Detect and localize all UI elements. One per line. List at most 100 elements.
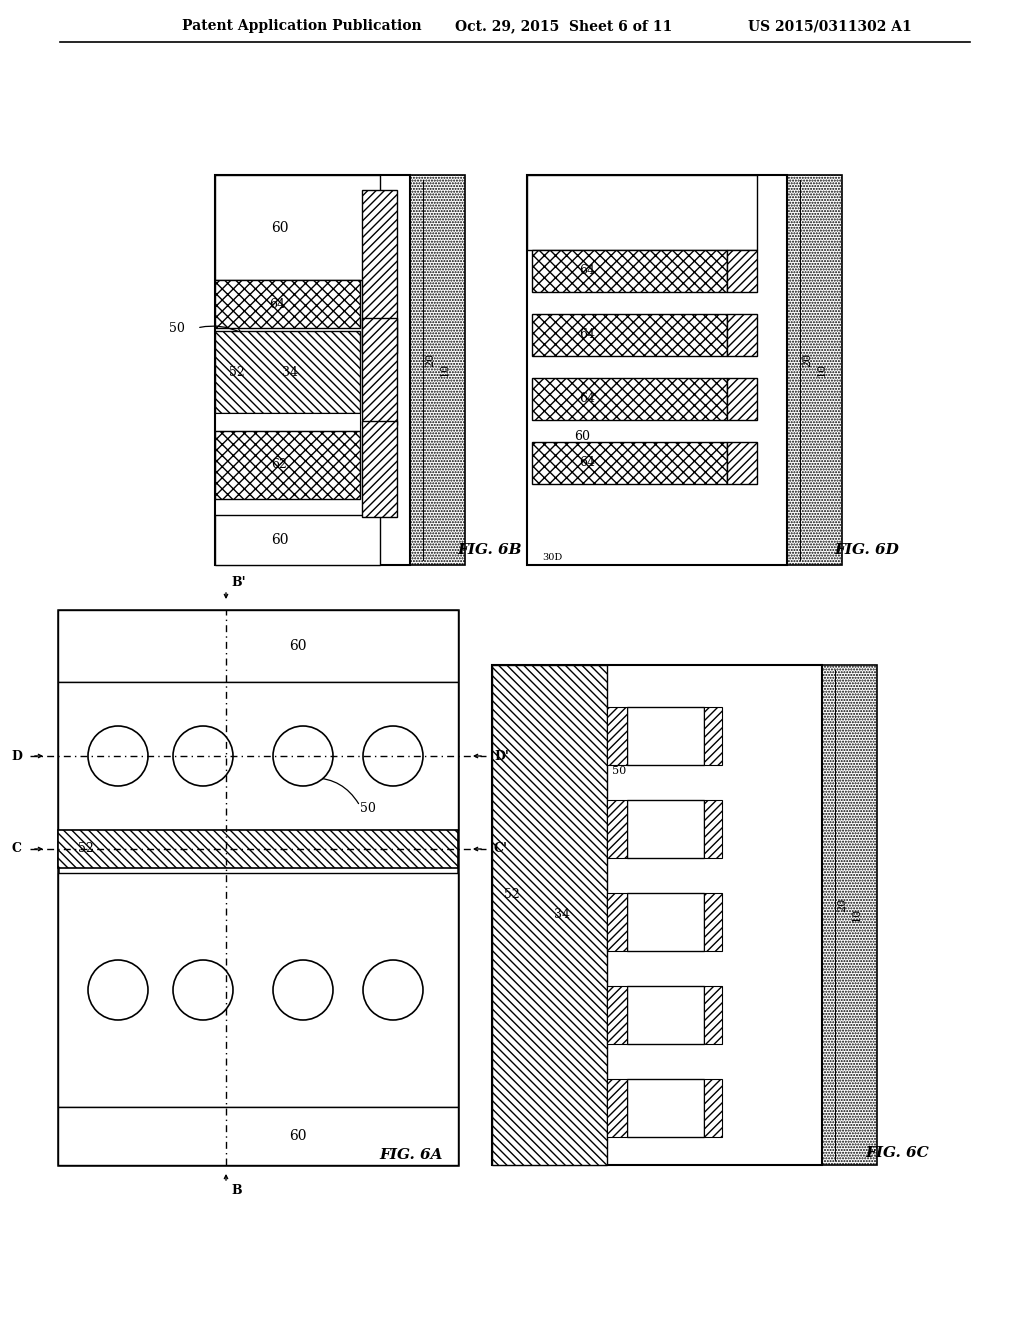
Text: FIG. 6C: FIG. 6C xyxy=(865,1146,929,1160)
Text: Patent Application Publication: Patent Application Publication xyxy=(182,18,422,33)
Text: 30D: 30D xyxy=(375,261,384,282)
Bar xyxy=(705,708,722,766)
Text: 20: 20 xyxy=(802,352,812,367)
Bar xyxy=(215,331,360,413)
Bar xyxy=(705,1078,722,1137)
Text: 64: 64 xyxy=(579,392,595,405)
Text: 30S: 30S xyxy=(375,459,384,479)
Circle shape xyxy=(273,960,333,1020)
Bar xyxy=(215,413,360,432)
Bar xyxy=(58,830,458,869)
Text: 34: 34 xyxy=(554,908,570,921)
Bar xyxy=(727,442,757,484)
Text: US 2015/0311302 A1: US 2015/0311302 A1 xyxy=(748,18,911,33)
Bar xyxy=(532,378,727,420)
Bar xyxy=(705,894,722,950)
Text: 60: 60 xyxy=(574,429,590,442)
Bar xyxy=(215,176,410,565)
Circle shape xyxy=(273,726,333,785)
Bar xyxy=(362,421,397,517)
Text: 50: 50 xyxy=(612,766,627,776)
Text: 50: 50 xyxy=(360,801,376,814)
Bar xyxy=(492,665,822,1166)
Text: 20: 20 xyxy=(837,898,847,912)
Bar xyxy=(527,176,757,249)
Text: 64: 64 xyxy=(269,297,285,310)
Text: 64: 64 xyxy=(579,457,595,470)
Text: 62: 62 xyxy=(195,983,211,997)
Text: 60: 60 xyxy=(289,1129,307,1143)
Text: 60: 60 xyxy=(289,639,307,653)
Bar xyxy=(58,610,458,682)
Text: 52: 52 xyxy=(229,366,245,379)
Circle shape xyxy=(173,726,233,785)
Text: D: D xyxy=(11,750,22,763)
Bar xyxy=(705,800,722,858)
Bar xyxy=(627,986,705,1044)
Text: 30B: 30B xyxy=(375,362,384,381)
Text: Oct. 29, 2015  Sheet 6 of 11: Oct. 29, 2015 Sheet 6 of 11 xyxy=(455,18,672,33)
Text: C: C xyxy=(12,842,22,855)
Bar xyxy=(607,708,627,766)
Bar xyxy=(362,318,397,425)
Text: 30D: 30D xyxy=(542,553,562,561)
Bar xyxy=(58,682,458,830)
Bar xyxy=(527,176,787,565)
Bar xyxy=(58,1107,458,1166)
Circle shape xyxy=(88,960,148,1020)
Circle shape xyxy=(362,726,423,785)
Text: 10: 10 xyxy=(852,908,862,923)
Bar xyxy=(362,190,397,352)
Bar xyxy=(215,176,380,280)
Text: C': C' xyxy=(494,842,508,855)
Bar xyxy=(532,442,727,484)
Circle shape xyxy=(88,726,148,785)
Bar xyxy=(607,986,627,1044)
Bar xyxy=(410,176,465,565)
Circle shape xyxy=(173,960,233,1020)
Text: B': B' xyxy=(231,576,246,589)
Text: 60: 60 xyxy=(271,220,289,235)
Text: 64: 64 xyxy=(385,750,401,763)
Text: 64: 64 xyxy=(110,750,126,763)
Text: FIG. 6D: FIG. 6D xyxy=(835,543,899,557)
Text: FIG. 6A: FIG. 6A xyxy=(380,1148,443,1162)
Bar xyxy=(727,378,757,420)
Text: 20: 20 xyxy=(425,352,435,367)
Text: 50: 50 xyxy=(169,322,185,334)
Bar xyxy=(627,1078,705,1137)
Bar xyxy=(215,432,360,499)
Text: 64: 64 xyxy=(295,750,311,763)
Text: 52: 52 xyxy=(504,888,520,902)
Bar xyxy=(215,515,380,565)
Bar xyxy=(492,665,607,1166)
Text: 10: 10 xyxy=(440,363,450,378)
Text: 64: 64 xyxy=(195,750,211,763)
Bar xyxy=(607,800,627,858)
Bar xyxy=(627,800,705,858)
Text: 30B: 30B xyxy=(632,820,651,829)
Text: 62: 62 xyxy=(295,983,311,997)
Bar xyxy=(787,176,842,565)
Bar xyxy=(705,986,722,1044)
Bar xyxy=(532,249,727,292)
Bar xyxy=(627,894,705,950)
Text: 64: 64 xyxy=(579,329,595,342)
Bar xyxy=(627,708,705,766)
Circle shape xyxy=(362,960,423,1020)
Bar xyxy=(532,314,727,356)
Text: 10: 10 xyxy=(817,363,827,378)
Text: 62: 62 xyxy=(385,983,401,997)
Bar xyxy=(607,894,627,950)
Bar xyxy=(822,665,877,1166)
Bar xyxy=(58,873,458,1107)
Text: B: B xyxy=(231,1184,242,1196)
Text: 34: 34 xyxy=(282,366,298,379)
Bar xyxy=(58,610,458,1166)
Text: 62: 62 xyxy=(110,983,126,997)
Text: 62: 62 xyxy=(271,458,287,471)
Text: FIG. 6B: FIG. 6B xyxy=(458,543,522,557)
Bar xyxy=(215,280,360,327)
Bar xyxy=(727,249,757,292)
Text: D': D' xyxy=(494,750,509,763)
